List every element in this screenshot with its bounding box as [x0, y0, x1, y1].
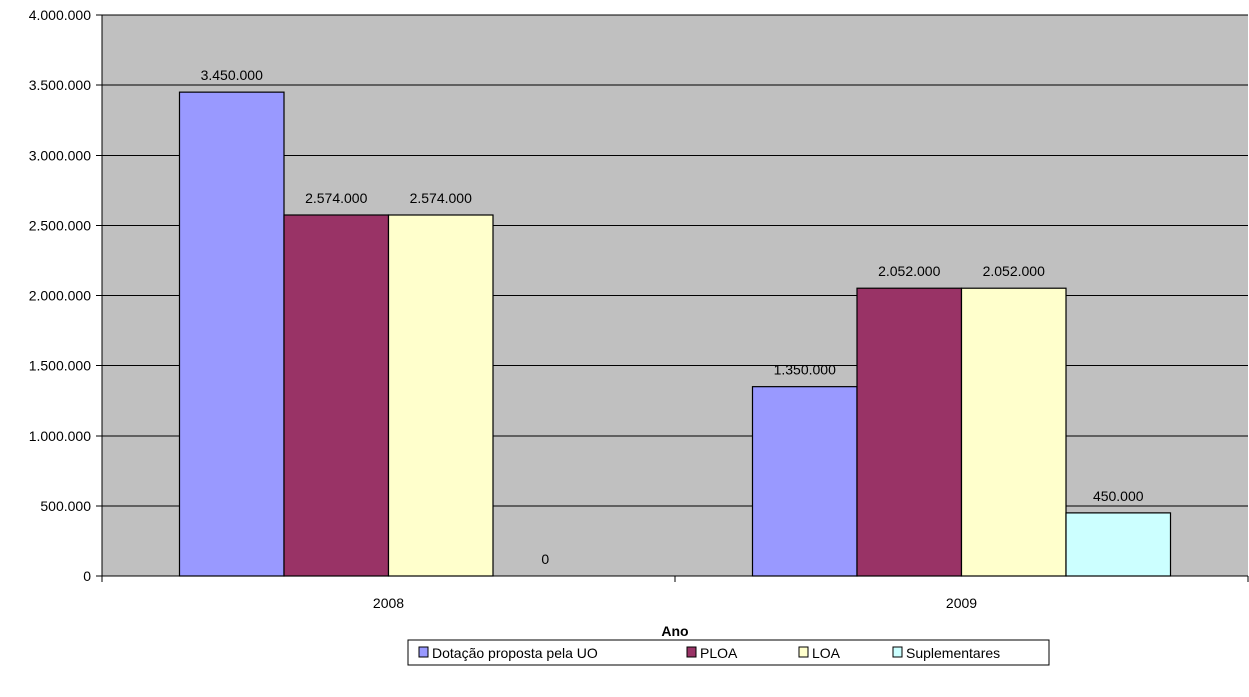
- legend-label: Dotação proposta pela UO: [432, 645, 598, 661]
- y-tick-label: 2.500.000: [29, 217, 91, 233]
- data-label: 2.052.000: [878, 263, 940, 279]
- y-tick-label: 2.000.000: [29, 288, 91, 304]
- bar-loa-2009: [960, 287, 1067, 577]
- data-label: 2.574.000: [305, 190, 367, 206]
- legend-swatch: [892, 646, 903, 658]
- bar-dota-o-proposta-pela-uo-2009: [751, 386, 858, 577]
- y-tick-label: 4.000.000: [29, 7, 91, 23]
- x-axis-title: Ano: [661, 623, 688, 639]
- legend-swatch: [798, 646, 809, 658]
- legend-swatch: [686, 646, 697, 658]
- legend-label: PLOA: [700, 645, 738, 661]
- data-label: 1.350.000: [774, 362, 836, 378]
- bar-loa-2008: [387, 214, 494, 577]
- legend: Dotação proposta pela UO PLOA LOA Suplement…: [407, 639, 1050, 666]
- data-label: 2.052.000: [983, 263, 1045, 279]
- data-label: 450.000: [1093, 488, 1144, 504]
- data-label: 0: [541, 551, 549, 567]
- y-tick-label: 1.500.000: [29, 358, 91, 374]
- y-tick-label: 1.000.000: [29, 428, 91, 444]
- legend-label: LOA: [812, 645, 841, 661]
- bar-ploa-2009: [856, 287, 963, 577]
- y-tick-label: 500.000: [40, 498, 91, 514]
- data-label: 2.574.000: [410, 190, 472, 206]
- data-label: 3.450.000: [201, 67, 263, 83]
- legend-box: [407, 639, 1050, 666]
- y-tick-label: 3.000.000: [29, 147, 91, 163]
- x-tick-label: 2008: [373, 595, 404, 611]
- x-tick-label: 2009: [946, 595, 977, 611]
- bar-dota-o-proposta-pela-uo-2008: [178, 91, 285, 577]
- legend-label: Suplementares: [906, 645, 1000, 661]
- y-tick-label: 0: [83, 568, 91, 584]
- bar-ploa-2008: [283, 214, 390, 577]
- bar-suplementares-2009: [1065, 512, 1172, 577]
- y-tick-label: 3.500.000: [29, 77, 91, 93]
- legend-swatch: [418, 646, 429, 658]
